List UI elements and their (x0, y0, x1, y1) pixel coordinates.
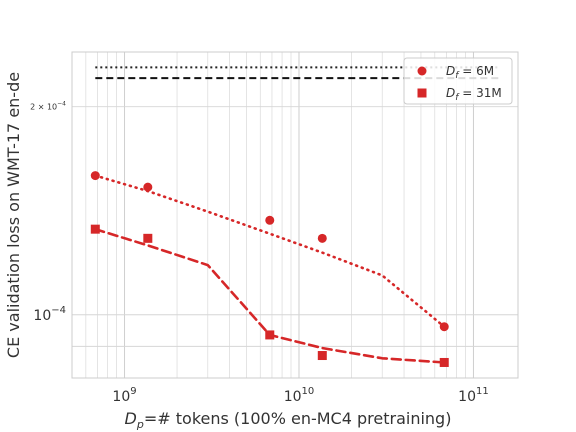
data-point-6m (317, 233, 327, 243)
data-point-31m (317, 351, 327, 361)
y-axis-title: CE validation loss on WMT-17 en-de (4, 72, 23, 358)
y-tick-label: 10−4 (33, 305, 66, 324)
data-point-6m (143, 182, 153, 192)
data-point-31m (265, 330, 275, 340)
legend-entry-31m-sub: f (455, 93, 460, 103)
data-point-31m (439, 357, 449, 367)
legend-entry-6m-rest: = 6M (458, 64, 494, 78)
grid (71, 52, 518, 378)
data-point-31m (143, 233, 153, 243)
y-tick-label: 2 × 10−4 (30, 101, 66, 112)
x-tick-label: 1010 (284, 386, 315, 405)
legend: Df = 6M Df = 31M (403, 57, 513, 105)
x-axis-title-rest: =# tokens (100% en-MC4 pretraining) (144, 409, 452, 428)
x-tick-labels: 109 1010 1011 (112, 386, 488, 405)
x-axis-title-sub: p (136, 418, 144, 431)
x-axis-title: Dp=# tokens (100% en-MC4 pretraining) (125, 409, 452, 431)
legend-marker-circle (417, 66, 427, 76)
fit-curve-6m (93, 174, 446, 328)
data-points (90, 171, 449, 367)
legend-entry-31m: Df = 31M (446, 86, 502, 103)
data-point-6m (439, 322, 449, 332)
fit-curve-31m (93, 227, 446, 364)
data-point-31m (90, 224, 100, 234)
legend-entry-6m: Df = 6M (446, 64, 494, 81)
legend-entry-31m-var: D (446, 86, 455, 100)
data-point-6m (265, 215, 275, 225)
legend-box (403, 57, 513, 105)
legend-marker-square (417, 88, 427, 98)
data-point-6m (90, 171, 100, 181)
y-tick-labels: 10−4 2 × 10−4 (30, 101, 66, 324)
plot-frame (71, 51, 519, 379)
x-axis-title-var: D (125, 409, 137, 428)
x-tick-label: 1011 (458, 386, 489, 405)
legend-entry-6m-sub: f (455, 71, 460, 81)
x-tick-label: 109 (112, 386, 136, 405)
legend-entry-6m-var: D (446, 64, 455, 78)
legend-entry-31m-rest: = 31M (458, 86, 501, 100)
